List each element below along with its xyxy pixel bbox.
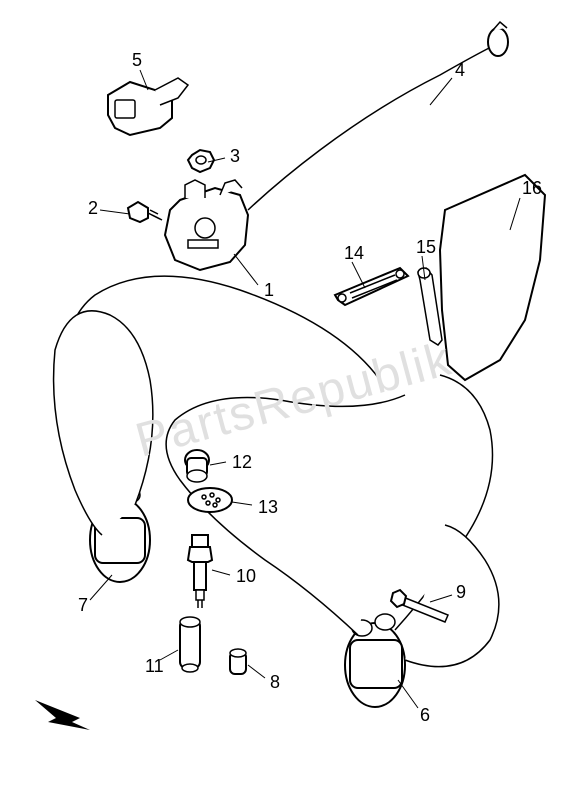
part-5-connector <box>108 78 188 135</box>
callout-8: 8 <box>270 672 280 693</box>
part-16-shield <box>440 175 545 380</box>
part-11-plug-cap <box>180 617 200 672</box>
diagram-svg <box>0 0 587 800</box>
callout-3: 3 <box>230 146 240 167</box>
callout-9: 9 <box>456 582 466 603</box>
callout-6: 6 <box>420 705 430 726</box>
part-10-spark-plug <box>188 535 212 608</box>
part-2-screw <box>128 202 162 222</box>
callout-5: 5 <box>132 50 142 71</box>
part-4-lead-wire <box>248 22 508 210</box>
part-8-sleeve <box>230 649 246 674</box>
callout-4: 4 <box>455 60 465 81</box>
callout-16: 16 <box>522 178 542 199</box>
callout-7: 7 <box>78 595 88 616</box>
parts-diagram-container: PartsRepublik 1 2 3 4 5 6 7 8 9 10 11 12… <box>0 0 587 800</box>
callout-2: 2 <box>88 198 98 219</box>
callout-15: 15 <box>416 237 436 258</box>
part-6-coil-right <box>166 375 499 707</box>
callout-10: 10 <box>236 566 256 587</box>
callout-14: 14 <box>344 243 364 264</box>
direction-arrow <box>35 700 90 730</box>
callout-13: 13 <box>258 497 278 518</box>
part-13-washer <box>188 488 232 512</box>
part-15-screw-long <box>418 268 442 345</box>
callout-12: 12 <box>232 452 252 473</box>
part-12-grommet <box>185 450 209 482</box>
callout-1: 1 <box>264 280 274 301</box>
part-14-strap <box>335 268 408 305</box>
callout-11: 11 <box>145 656 164 677</box>
